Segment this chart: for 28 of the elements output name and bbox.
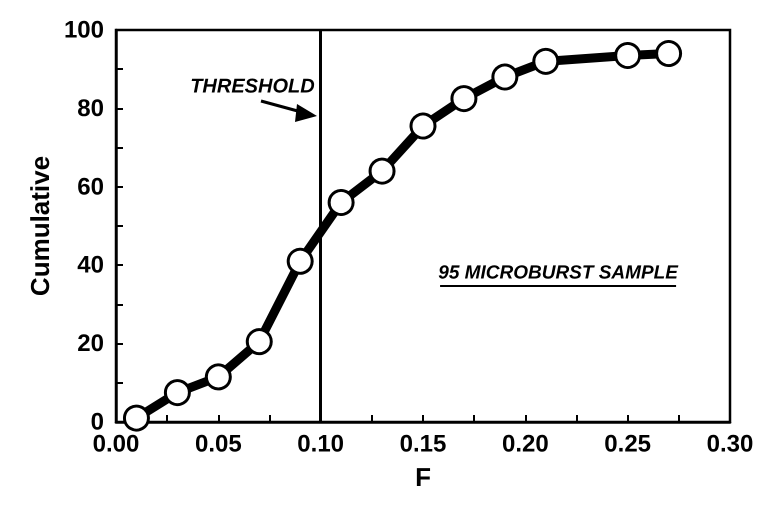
y-tick-label: 80 — [77, 94, 104, 122]
annotation: 95 MICROBURST SAMPLE — [438, 262, 680, 284]
x-tick-label: 0.20 — [502, 430, 549, 458]
y-tick-label: 100 — [64, 16, 104, 44]
point — [368, 158, 396, 185]
x-tick-label: 0.15 — [400, 430, 446, 458]
y-axis-title: Cumulative — [25, 156, 56, 296]
point — [450, 85, 478, 112]
x-tick-label: 0.10 — [297, 430, 344, 458]
x-axis-title: F — [415, 462, 431, 492]
point — [491, 64, 518, 91]
point — [614, 42, 642, 69]
x-tick-label: 0.05 — [194, 430, 242, 458]
point — [246, 328, 273, 356]
x-tick-label: 0.25 — [604, 430, 652, 458]
point — [532, 48, 560, 75]
point — [328, 188, 355, 216]
y-tick-label: 20 — [77, 330, 104, 358]
x-tick-label: 0.30 — [706, 430, 754, 458]
y-tick-label: 40 — [77, 252, 104, 279]
point — [410, 112, 436, 140]
point — [204, 363, 232, 390]
point — [286, 248, 314, 275]
point — [655, 40, 682, 68]
ref-line-label: THRESHOLD — [190, 75, 315, 98]
y-tick-label: 60 — [77, 173, 104, 200]
point — [122, 404, 150, 432]
point — [164, 379, 191, 406]
